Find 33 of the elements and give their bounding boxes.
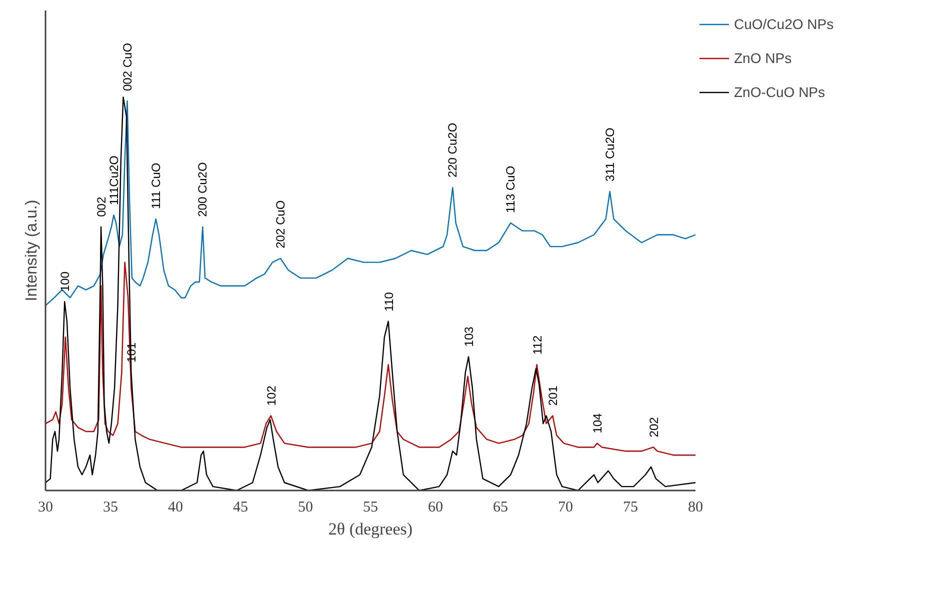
x-tick-label: 60 <box>428 500 443 516</box>
annotation: 112 <box>530 335 544 355</box>
annotation: 110 <box>382 292 396 312</box>
x-tick-label: 35 <box>103 500 118 516</box>
annotation: 111 CuO <box>148 162 163 210</box>
legend-label: ZnO-CuO NPs <box>734 84 826 100</box>
annotation: 002 CuO <box>120 42 134 91</box>
annotation: 104 <box>590 412 605 434</box>
annotation: 201 <box>546 385 560 406</box>
x-tick-label: 80 <box>688 500 703 516</box>
annotation: 100 <box>58 271 72 292</box>
annotation: 202 <box>646 416 661 438</box>
legend-label: ZnO NPs <box>734 50 792 66</box>
x-tick-label: 55 <box>363 500 378 516</box>
annotation: 111Cu2O <box>106 155 121 206</box>
annotation: 103 <box>462 326 476 347</box>
annotation: 002 <box>94 196 109 217</box>
legend-label: CuO/Cu2O NPs <box>734 16 834 32</box>
annotation: 200 Cu2O <box>196 162 210 217</box>
x-tick-label: 75 <box>623 500 638 516</box>
annotation: 220 Cu2O <box>446 122 460 178</box>
x-tick-label: 70 <box>558 500 573 516</box>
annotation: 102 <box>264 385 278 406</box>
x-axis-title: 2θ (degrees) <box>328 520 413 538</box>
annotation: 202 CuO <box>273 200 288 248</box>
x-tick-label: 30 <box>38 500 53 516</box>
x-tick-label: 40 <box>168 500 183 516</box>
annotation: 113 CuO <box>504 166 518 213</box>
x-tick-label: 65 <box>493 500 508 516</box>
x-tick-label: 50 <box>298 500 313 516</box>
annotation: 311 Cu2O <box>602 128 617 182</box>
y-axis-title: Intensity (a.u.) <box>24 200 40 302</box>
x-tick-label: 45 <box>233 500 248 516</box>
